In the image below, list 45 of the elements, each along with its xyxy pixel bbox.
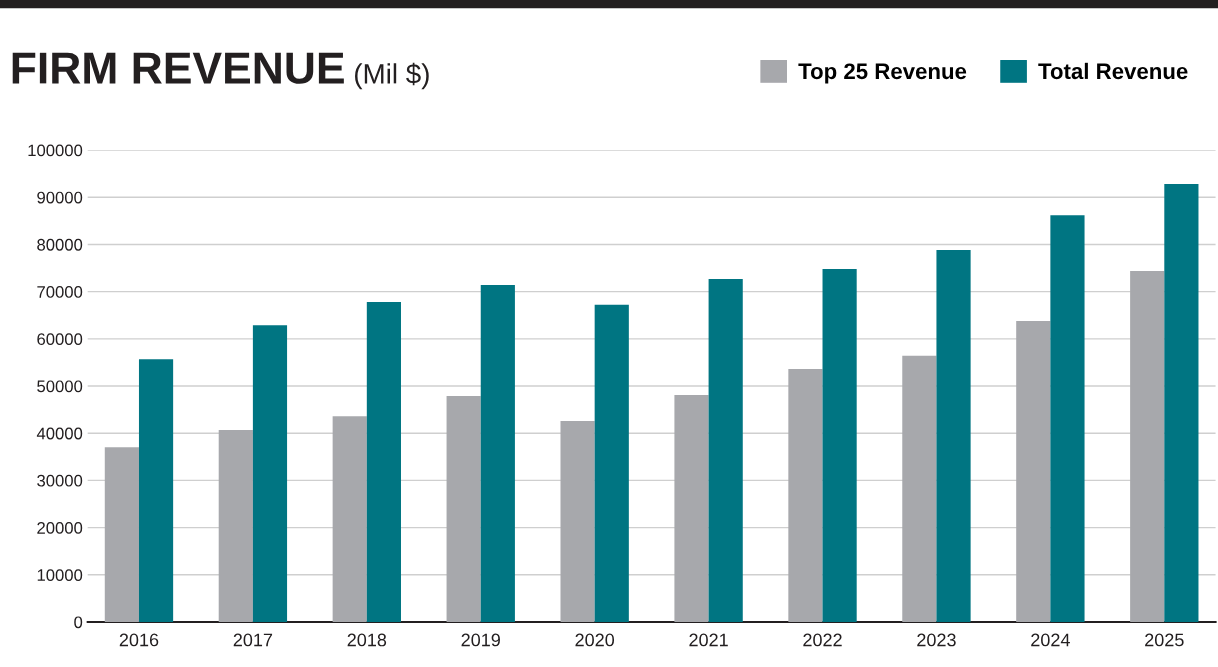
y-tick-label: 10000 — [37, 569, 83, 581]
legend-label: Total Revenue — [1038, 62, 1188, 80]
y-tick-label: 50000 — [37, 380, 83, 393]
bar — [560, 420, 595, 622]
x-tick-label: 2017 — [233, 633, 273, 647]
x-tick-label: 2018 — [347, 633, 387, 647]
x-tick-label: 2019 — [461, 633, 500, 647]
bar — [708, 278, 743, 622]
y-tick-label: 80000 — [37, 238, 83, 251]
x-tick-label: 2020 — [575, 633, 615, 647]
bar — [902, 355, 937, 622]
bar — [1050, 215, 1085, 622]
y-tick-label: 20000 — [37, 522, 83, 534]
chart-subtitle: (Mil $) — [355, 62, 429, 90]
x-tick-label: 2023 — [917, 633, 956, 647]
y-tick-label: 30000 — [37, 474, 83, 487]
y-tick-label: 40000 — [36, 427, 83, 440]
y-tick-label: 100000 — [28, 144, 83, 157]
x-tick-label: 2022 — [803, 633, 842, 647]
bar — [252, 325, 288, 622]
y-tick-label: 0 — [74, 616, 83, 629]
chart-title: FIRM REVENUE — [12, 52, 344, 84]
bar — [138, 359, 174, 622]
bar — [218, 429, 253, 622]
bar — [104, 447, 139, 622]
x-tick-label: 2024 — [1031, 633, 1070, 647]
bar — [446, 395, 481, 622]
x-tick-label: 2025 — [1145, 633, 1184, 647]
bar — [1164, 184, 1199, 622]
bar — [594, 304, 629, 622]
bar — [674, 394, 709, 622]
x-tick-label: 2016 — [119, 633, 159, 647]
y-tick-label: 60000 — [37, 333, 83, 346]
bar — [936, 250, 971, 622]
bar — [1130, 270, 1165, 622]
bar — [332, 416, 367, 622]
y-tick-label: 70000 — [37, 286, 83, 298]
bar — [480, 285, 515, 622]
y-tick-label: 90000 — [37, 191, 83, 204]
bar — [366, 302, 401, 622]
legend-label: Top 25 Revenue — [798, 63, 967, 84]
x-tick-label: 2021 — [689, 633, 728, 647]
bar — [822, 268, 857, 622]
bar — [1016, 320, 1051, 622]
bar — [788, 369, 823, 622]
